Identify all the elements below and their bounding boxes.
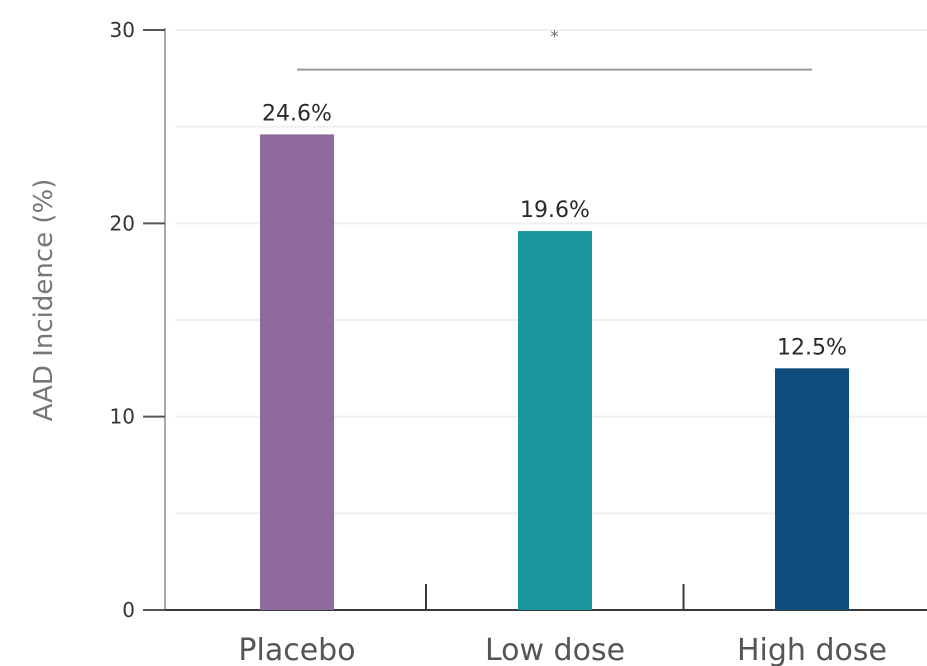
y-tick-label: 30: [110, 18, 135, 42]
y-tick-label: 0: [122, 598, 135, 622]
y-tick-label: 10: [110, 405, 135, 429]
data-label: 24.6%: [262, 101, 332, 126]
significance-bracket: *: [297, 27, 812, 71]
x-axis-tick-labels: Placebo Low dose High dose: [238, 633, 887, 666]
y-axis-ticks: 0 10 20 30: [110, 18, 685, 622]
bars: [260, 134, 849, 611]
category-label: Low dose: [485, 633, 625, 666]
y-axis-title: AAD Incidence (%): [29, 179, 59, 422]
bar-high-dose: [775, 368, 849, 610]
bar-placebo: [260, 134, 334, 610]
data-label: 12.5%: [777, 335, 847, 360]
y-tick-label: 20: [110, 211, 135, 235]
category-label: Placebo: [238, 633, 355, 666]
bar-low-dose: [518, 231, 592, 611]
data-label: 19.6%: [520, 198, 590, 223]
data-labels: 24.6% 19.6% 12.5%: [262, 101, 847, 360]
category-label: High dose: [737, 633, 887, 666]
significance-marker: *: [551, 27, 559, 46]
